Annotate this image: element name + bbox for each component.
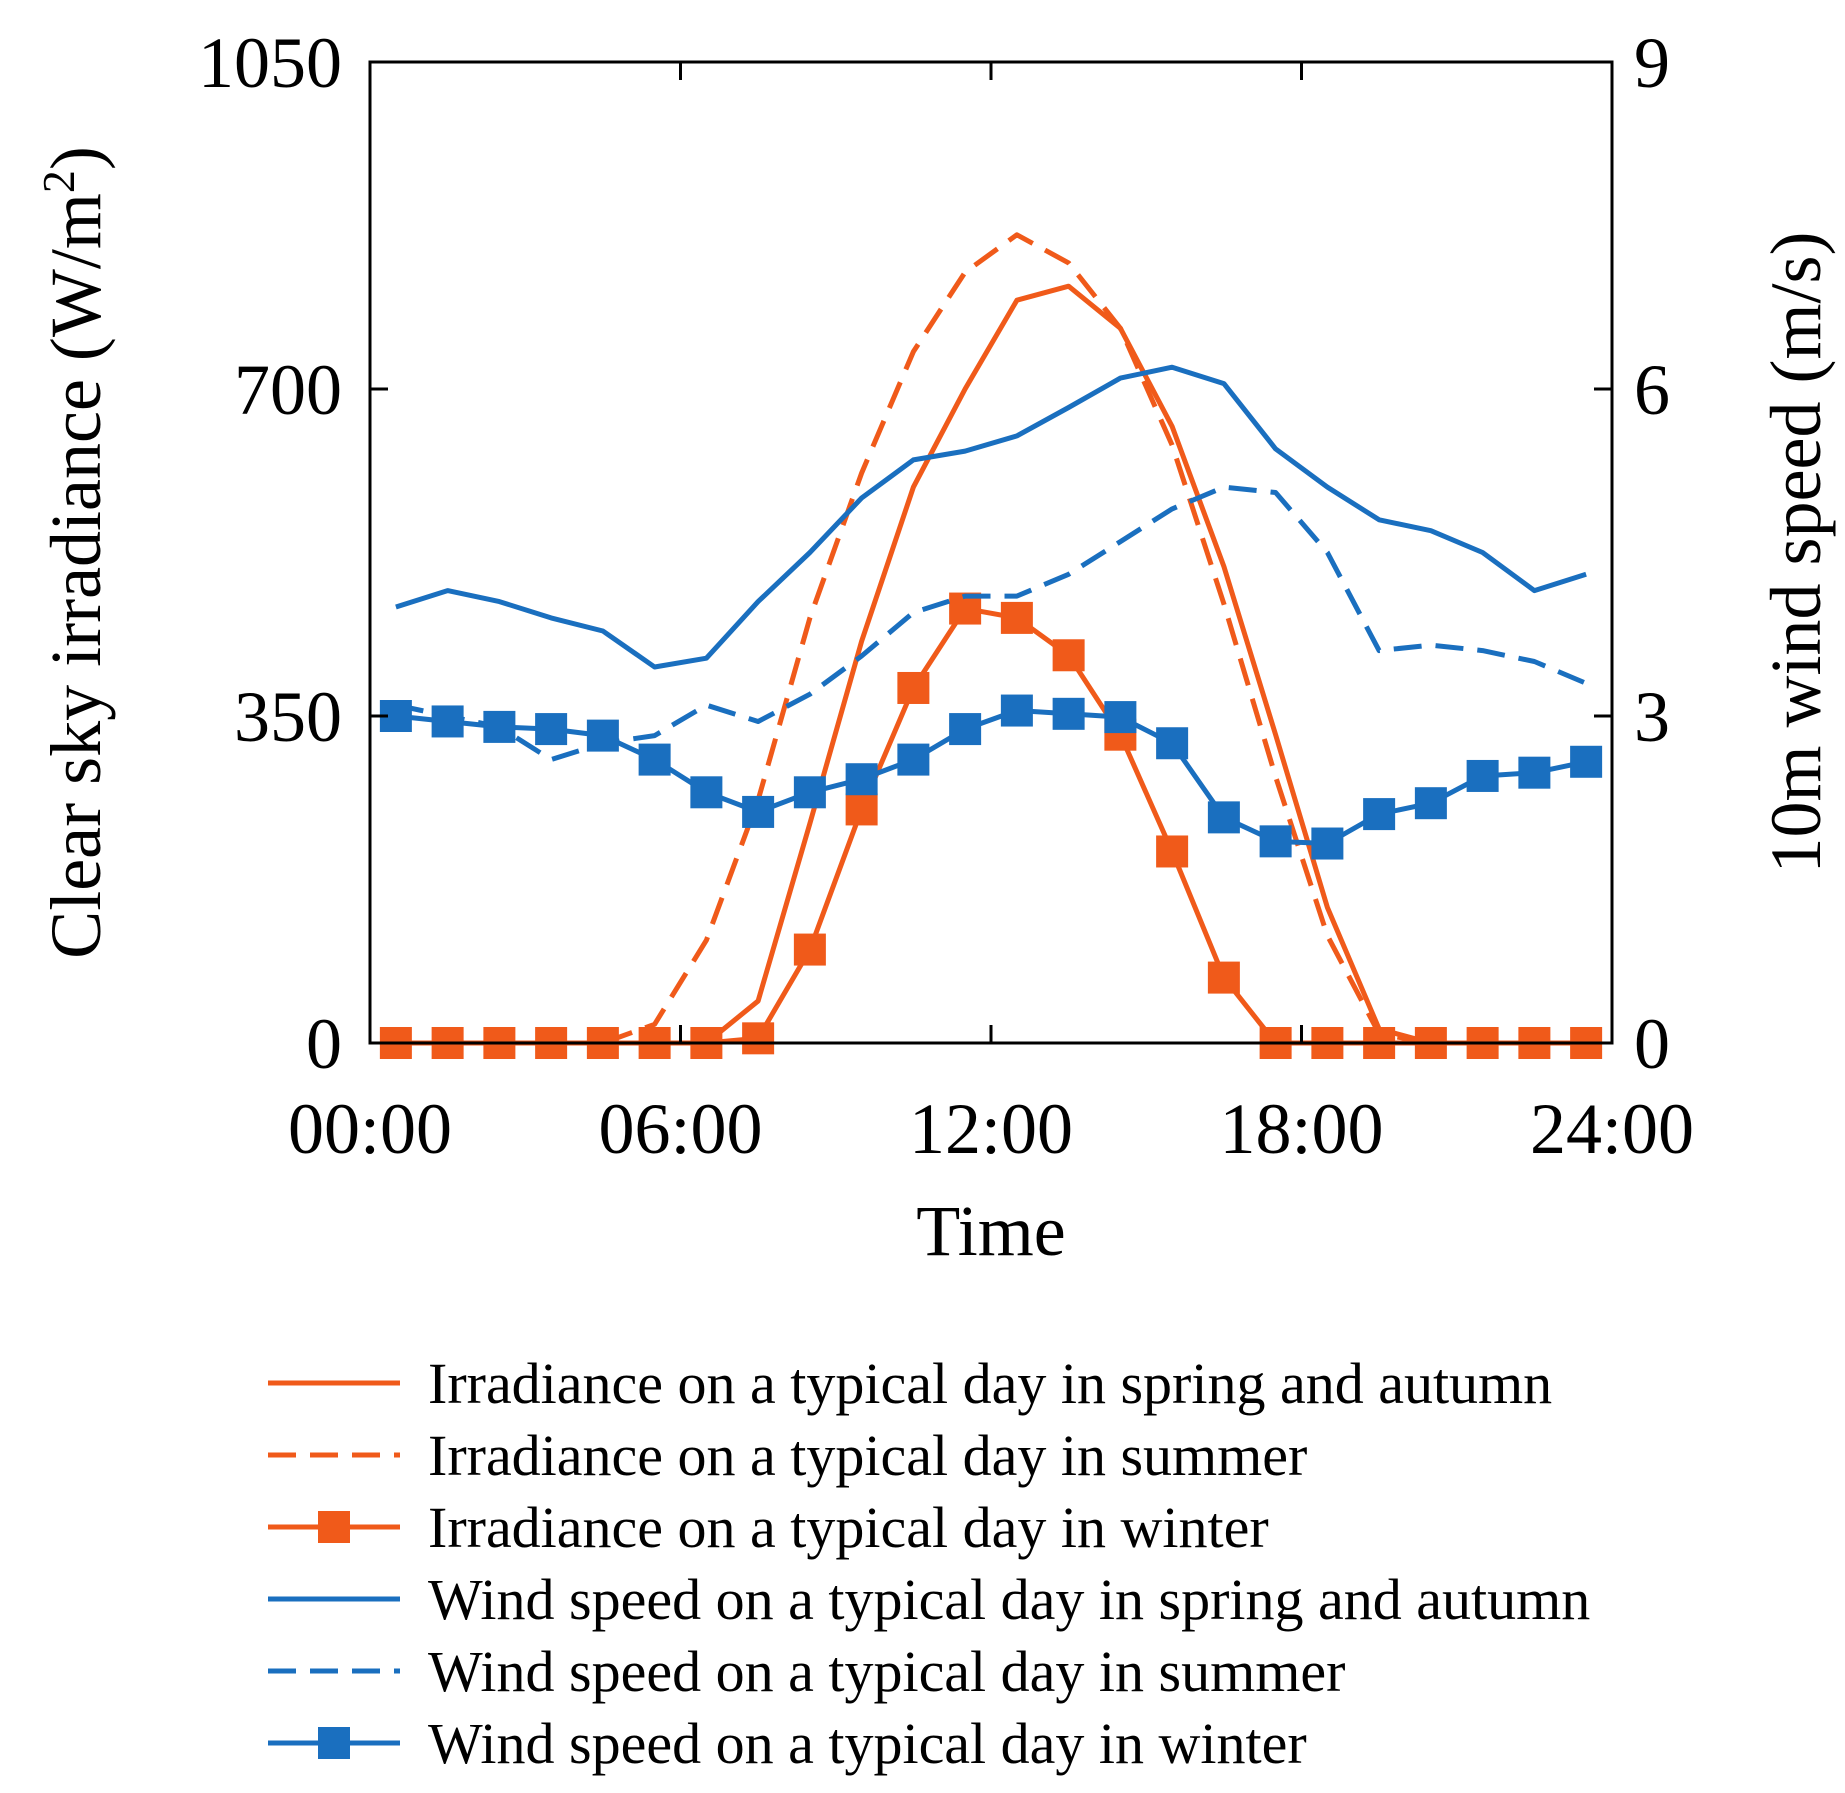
plot-area xyxy=(379,232,1603,1059)
x-tick-label: 00:00 xyxy=(288,1089,452,1169)
y-axis-title-superscript: 2 xyxy=(33,170,84,193)
series-6-marker xyxy=(1311,827,1344,860)
series-6-marker xyxy=(1104,701,1137,734)
series-6-marker xyxy=(1052,697,1085,730)
series-line-4 xyxy=(395,364,1587,670)
series-6-marker xyxy=(897,743,930,776)
series-6-marker xyxy=(742,795,775,828)
series-line-1 xyxy=(395,283,1587,1046)
series-line-3 xyxy=(395,606,1587,1046)
legend-entry-label: Irradiance on a typical day in spring an… xyxy=(428,1351,1552,1416)
series-6-marker xyxy=(1466,759,1499,792)
series-3-marker xyxy=(845,793,878,826)
y-axis-title: Clear sky irradiance (W/m2) xyxy=(33,146,116,959)
y-tick-label: 700 xyxy=(234,350,342,430)
legend-entry-label: Wind speed on a typical day in winter xyxy=(428,1711,1307,1776)
x-axis-title: Time xyxy=(916,1191,1065,1271)
series-6-marker xyxy=(1570,745,1603,778)
series-3-marker xyxy=(1000,601,1033,634)
series-3-marker xyxy=(742,1022,775,1055)
y2-tick-label: 3 xyxy=(1634,677,1670,757)
y2-axis-title: 10m wind speed (m/s) xyxy=(1756,232,1836,874)
legend-entry-label: Wind speed on a typical day in summer xyxy=(428,1639,1345,1704)
y-tick-label: 0 xyxy=(306,1004,342,1084)
x-tick-label: 18:00 xyxy=(1219,1089,1383,1169)
axes: 00:00 06:00 12:00 18:00 24:00035070010500369… xyxy=(33,23,1836,1271)
series-6-marker xyxy=(690,776,723,809)
series-line-2 xyxy=(395,232,1587,1046)
legend: Irradiance on a typical day in spring an… xyxy=(268,1351,1590,1776)
y-tick-label: 1050 xyxy=(198,23,342,103)
series-6-marker xyxy=(793,776,826,809)
series-6-marker xyxy=(1518,756,1551,789)
y2-tick-label: 0 xyxy=(1634,1004,1670,1084)
series-6-marker xyxy=(1363,798,1396,831)
y-axis-title-text: Clear sky irradiance (W/m xyxy=(36,193,116,959)
series-6-marker xyxy=(1156,727,1189,760)
legend-entry-label: Irradiance on a typical day in winter xyxy=(428,1495,1269,1560)
series-3-marker xyxy=(1207,961,1240,994)
series-6-marker xyxy=(431,705,464,738)
series-6-marker xyxy=(1207,801,1240,834)
series-3-marker xyxy=(1156,835,1189,868)
legend-entry-label: Irradiance on a typical day in summer xyxy=(428,1423,1307,1488)
series-3-marker xyxy=(793,933,826,966)
series-3-marker xyxy=(897,671,930,704)
series-6-marker xyxy=(535,713,568,746)
legend-swatch-marker xyxy=(318,1727,350,1759)
y-tick-label: 350 xyxy=(234,677,342,757)
series-6-marker xyxy=(586,719,619,752)
y-axis-title-close: ) xyxy=(36,146,116,170)
plot-frame xyxy=(368,60,1614,1045)
y2-tick-label: 6 xyxy=(1634,350,1670,430)
series-6-marker xyxy=(949,713,982,746)
legend-entry-label: Wind speed on a typical day in spring an… xyxy=(428,1567,1590,1632)
series-6-marker xyxy=(1000,694,1033,727)
series-6-marker xyxy=(483,710,516,743)
y2-tick-label: 9 xyxy=(1634,23,1670,103)
x-tick-label: 06:00 xyxy=(598,1089,762,1169)
series-6-marker xyxy=(638,743,671,776)
series-6-marker xyxy=(845,763,878,796)
series-line-6 xyxy=(395,708,1587,846)
series-3-marker xyxy=(1052,639,1085,672)
x-tick-label: 12:00 xyxy=(909,1089,1073,1169)
series-6-marker xyxy=(1414,787,1447,820)
legend-swatch-marker xyxy=(318,1511,350,1543)
x-tick-label: 24:00 xyxy=(1530,1089,1694,1169)
series-6-marker xyxy=(1259,825,1292,858)
